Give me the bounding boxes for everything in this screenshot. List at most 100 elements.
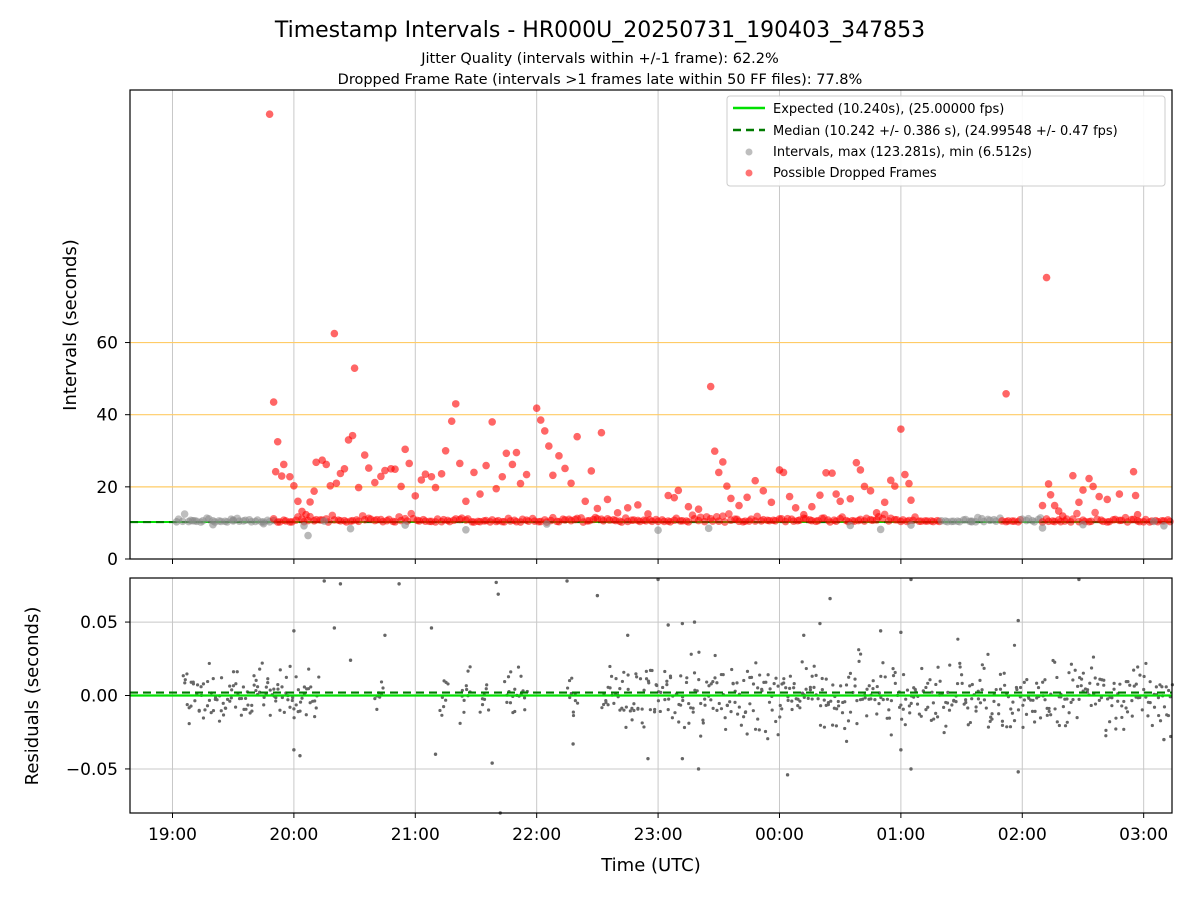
residual-point: [689, 706, 693, 710]
residual-point: [1130, 699, 1134, 703]
residual-point: [1124, 706, 1128, 710]
interval-point: [721, 518, 729, 526]
residual-point: [812, 685, 816, 689]
residual-point: [907, 704, 911, 708]
residual-point: [604, 700, 608, 704]
residual-point: [731, 681, 735, 685]
residual-point: [516, 665, 521, 669]
residual-point: [1132, 684, 1136, 688]
dropped-frame-point: [714, 468, 723, 477]
interval-point: [259, 519, 268, 528]
residual-point: [756, 686, 760, 690]
residual-point: [1158, 683, 1162, 687]
residual-point: [246, 703, 250, 707]
residual-point: [652, 710, 657, 714]
dropped-frame-point: [330, 329, 339, 338]
residual-point: [748, 702, 752, 706]
residual-outlier-point: [571, 742, 575, 746]
residual-point: [960, 681, 964, 685]
residual-point: [928, 678, 932, 682]
dropped-frame-point: [302, 510, 310, 519]
residual-point: [768, 687, 772, 691]
residual-point: [1102, 678, 1106, 682]
residual-outlier-point: [680, 621, 685, 626]
residual-point: [634, 672, 638, 676]
residual-point: [314, 706, 318, 710]
residual-outlier-point: [332, 626, 337, 630]
residual-outlier-point: [909, 767, 913, 771]
residual-point: [197, 708, 201, 712]
dropped-frame-point: [360, 451, 369, 459]
residuals-points: [181, 577, 1175, 815]
dropped-frame-point: [706, 382, 715, 391]
residual-point: [804, 687, 808, 691]
interval-point: [1069, 515, 1077, 523]
residual-point: [954, 700, 958, 704]
residual-point: [790, 699, 794, 703]
residual-point: [685, 676, 689, 680]
residual-point: [254, 678, 258, 683]
residual-outlier-point: [666, 623, 670, 627]
residual-point: [1014, 685, 1019, 690]
residual-point: [751, 709, 755, 713]
residual-point: [668, 676, 673, 680]
residual-point: [1071, 698, 1075, 702]
residual-point: [195, 683, 200, 687]
residual-point: [1114, 727, 1118, 731]
residual-point: [466, 669, 470, 673]
dropped-frame-point: [852, 458, 861, 467]
dropped-frame-point: [273, 437, 282, 446]
residual-point: [901, 672, 906, 677]
dropped-frame-point: [512, 448, 521, 457]
residual-point: [234, 682, 238, 686]
residual-point: [565, 686, 570, 690]
residual-point: [848, 710, 853, 714]
residual-point: [252, 674, 256, 678]
residual-point: [887, 716, 892, 720]
dropped-frame-point: [905, 479, 913, 488]
interval-point: [1091, 508, 1099, 517]
residual-point: [990, 712, 994, 716]
interval-point: [1079, 520, 1087, 529]
residual-point: [806, 696, 810, 701]
residual-point: [997, 703, 1001, 707]
residual-point: [278, 708, 282, 712]
residual-point: [1053, 707, 1057, 711]
residual-point: [707, 684, 711, 688]
residual-point: [982, 698, 987, 702]
dropped-frame-point: [735, 501, 743, 510]
residual-point: [1089, 666, 1094, 670]
residual-point: [231, 684, 236, 688]
dropped-frame-point: [603, 495, 612, 504]
dropped-frame-point: [455, 459, 464, 468]
interval-point: [1087, 517, 1095, 526]
residual-point: [181, 674, 185, 678]
residual-point: [228, 699, 232, 703]
residual-point: [947, 708, 952, 712]
residual-point: [233, 705, 238, 709]
residual-point: [307, 667, 311, 671]
residual-point: [679, 703, 683, 707]
residual-point: [1104, 728, 1108, 732]
residual-point: [729, 710, 733, 714]
residual-point: [1164, 685, 1168, 689]
residual-point: [970, 697, 974, 701]
interval-point: [846, 521, 855, 530]
residual-point: [230, 688, 234, 692]
intervals-plot-frame: [129, 89, 1173, 560]
residual-point: [855, 722, 859, 726]
residual-point: [1057, 723, 1061, 728]
residual-point: [1043, 698, 1047, 702]
residual-point: [575, 701, 580, 705]
dropped-frame-point: [581, 497, 590, 506]
interval-point: [725, 510, 733, 518]
dropped-frame-point: [860, 482, 869, 491]
dropped-frame-point: [536, 416, 545, 424]
residual-point: [1146, 714, 1150, 718]
residual-point: [298, 700, 303, 704]
residual-point: [946, 690, 950, 694]
residual-point: [1097, 698, 1101, 702]
residual-point: [944, 724, 948, 728]
residual-point: [1018, 685, 1023, 690]
